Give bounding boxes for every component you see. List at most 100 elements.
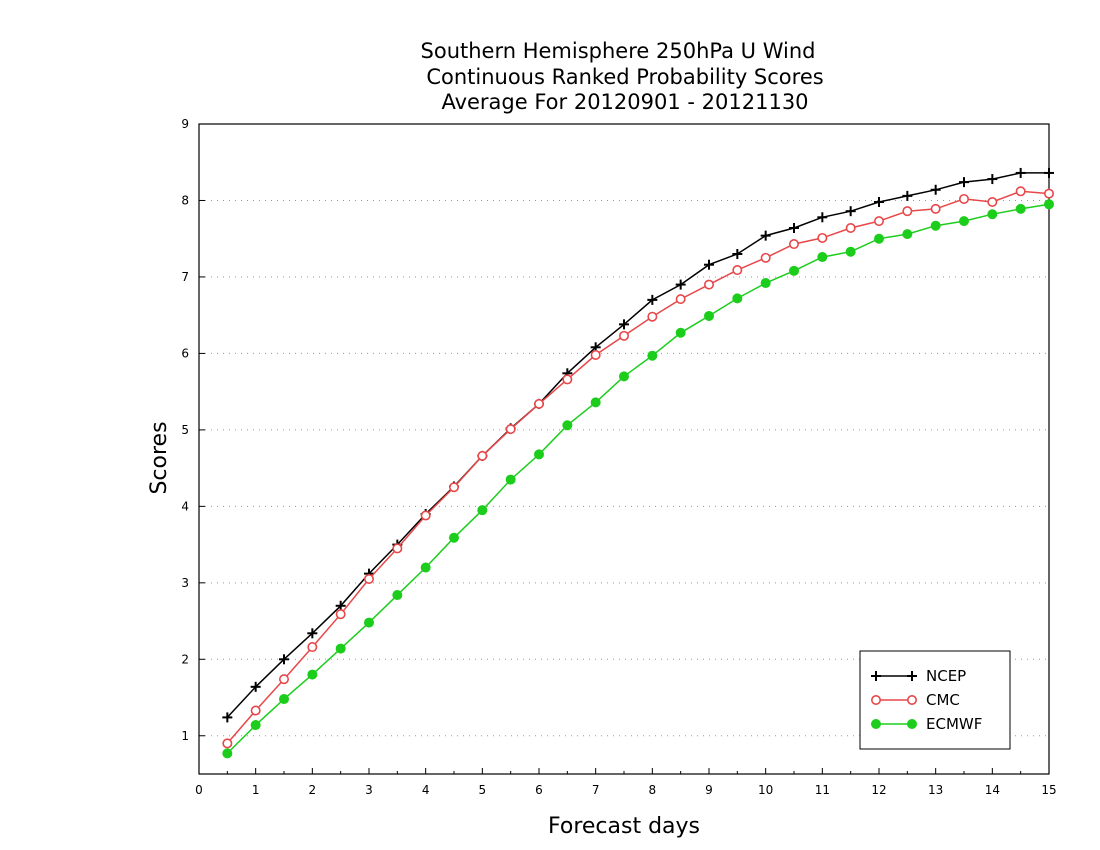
data-point-cmc	[732, 265, 743, 276]
data-point-cmc	[307, 642, 318, 653]
data-point-cmc	[703, 279, 714, 290]
x-tick-label: 15	[1041, 783, 1056, 797]
legend-item-ncep: NCEP	[871, 667, 966, 685]
data-point-cmc	[930, 203, 941, 214]
data-point-ecmwf	[704, 310, 714, 321]
data-point-ecmwf	[279, 694, 289, 705]
data-point-cmc	[392, 543, 403, 554]
x-tick-label: 0	[195, 783, 203, 797]
data-point-ncep	[1044, 167, 1054, 178]
data-point-ecmwf	[732, 293, 743, 304]
data-point-cmc	[760, 252, 771, 263]
data-point-cmc	[222, 738, 233, 749]
chart-title-line-2: Continuous Ranked Probability Scores	[426, 65, 823, 89]
data-point-ncep	[335, 600, 346, 611]
data-point-cmc	[590, 349, 601, 360]
chart-title-line-3: Average For 20120901 - 20121130	[441, 90, 808, 114]
legend-marker-cmc	[906, 694, 917, 705]
data-point-ecmwf	[760, 278, 771, 289]
x-tick-label: 8	[649, 783, 657, 797]
legend-label-ncep: NCEP	[926, 667, 966, 685]
data-point-ecmwf	[930, 220, 941, 231]
data-point-ncep	[987, 174, 998, 185]
data-point-cmc	[363, 573, 374, 584]
legend-item-cmc: CMC	[870, 691, 960, 709]
data-point-ncep	[675, 279, 686, 290]
x-tick-label: 10	[758, 783, 773, 797]
grid-lines	[199, 123, 1049, 737]
legend-marker-cmc	[870, 694, 881, 705]
x-tick-label: 4	[422, 783, 430, 797]
legend-label-ecmwf: ECMWF	[926, 715, 982, 733]
data-point-ecmwf	[874, 233, 884, 244]
data-point-ecmwf	[647, 350, 658, 361]
x-tick-label: 3	[365, 783, 373, 797]
series-ecmwf	[222, 199, 1054, 759]
data-point-ecmwf	[959, 216, 969, 227]
x-tick-label: 9	[705, 783, 713, 797]
data-point-ncep	[817, 212, 828, 223]
series-layer	[222, 167, 1055, 759]
data-point-ecmwf	[222, 748, 233, 759]
data-point-ecmwf	[1015, 203, 1026, 214]
data-point-cmc	[335, 609, 346, 620]
data-point-ncep	[789, 223, 799, 233]
data-point-ecmwf	[335, 643, 346, 654]
legend-item-ecmwf: ECMWF	[871, 715, 982, 733]
data-point-cmc	[845, 223, 856, 234]
data-point-ecmwf	[789, 265, 799, 276]
data-point-cmc	[958, 193, 969, 204]
x-axis: 0 1 2 3 4 5 6 7 8 9 10 11 12 13 14 15	[195, 768, 1057, 797]
data-point-cmc	[675, 294, 686, 305]
data-point-ecmwf	[505, 474, 516, 485]
data-point-ncep	[930, 184, 941, 195]
data-point-cmc	[505, 424, 516, 435]
data-point-cmc	[873, 216, 884, 227]
data-point-cmc	[902, 206, 913, 217]
legend-marker-ecmwf	[871, 719, 881, 729]
data-point-cmc	[1044, 188, 1055, 199]
data-point-ncep	[647, 294, 658, 305]
data-point-ecmwf	[307, 669, 318, 680]
data-point-ncep	[619, 319, 629, 330]
data-point-ecmwf	[902, 229, 913, 240]
data-point-ecmwf	[562, 420, 573, 431]
data-point-ncep	[704, 259, 714, 270]
data-point-cmc	[448, 482, 459, 493]
data-point-ncep	[307, 628, 318, 639]
series-line-ncep	[226, 172, 1049, 718]
legend-marker-ncep	[871, 671, 881, 681]
x-tick-label: 14	[985, 783, 1000, 797]
y-axis-title: Scores	[147, 421, 172, 494]
x-tick-label: 11	[815, 783, 830, 797]
x-axis-title: Forecast days	[548, 814, 700, 839]
data-point-ecmwf	[534, 449, 544, 460]
y-tick-label: 9	[181, 117, 189, 131]
data-point-cmc	[420, 510, 431, 521]
data-point-ncep	[845, 206, 856, 217]
data-point-cmc	[817, 232, 828, 243]
data-point-ecmwf	[987, 209, 998, 220]
y-tick-label: 3	[181, 576, 189, 590]
data-point-ncep	[279, 654, 289, 665]
legend-label-cmc: CMC	[926, 691, 960, 709]
x-tick-label: 12	[871, 783, 886, 797]
data-point-ncep	[760, 230, 771, 241]
chart-title: Southern Hemisphere 250hPa U Wind Contin…	[421, 39, 824, 114]
data-point-ecmwf	[250, 720, 261, 731]
y-tick-label: 1	[181, 729, 189, 743]
x-tick-label: 6	[535, 783, 543, 797]
chart-title-line-1: Southern Hemisphere 250hPa U Wind	[421, 39, 816, 63]
legend-marker-ecmwf	[907, 719, 917, 729]
data-point-cmc	[987, 197, 998, 208]
x-tick-label: 5	[479, 783, 487, 797]
data-point-ncep	[874, 197, 884, 207]
x-tick-label: 7	[592, 783, 600, 797]
legend: NCEP CMC ECMWF	[859, 650, 1011, 750]
data-point-ecmwf	[392, 590, 403, 601]
data-point-ecmwf	[675, 327, 686, 338]
data-point-cmc	[1015, 186, 1026, 197]
data-point-ecmwf	[1044, 199, 1054, 210]
x-tick-label: 2	[309, 783, 317, 797]
